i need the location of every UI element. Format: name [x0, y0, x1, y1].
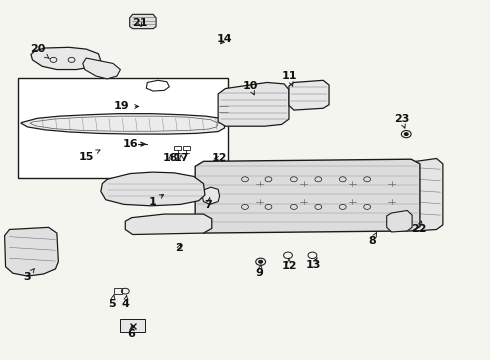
Text: 6: 6	[128, 326, 136, 339]
Polygon shape	[195, 159, 420, 233]
Polygon shape	[130, 14, 156, 29]
Text: 10: 10	[242, 81, 258, 95]
Polygon shape	[121, 319, 145, 332]
Text: 11: 11	[281, 71, 297, 86]
Polygon shape	[4, 227, 58, 276]
Text: 23: 23	[393, 114, 409, 128]
Polygon shape	[387, 211, 412, 232]
Polygon shape	[410, 158, 443, 231]
Text: 15: 15	[78, 150, 100, 162]
Polygon shape	[101, 172, 205, 206]
Text: 14: 14	[217, 35, 232, 44]
Text: 1: 1	[148, 194, 164, 207]
Circle shape	[259, 260, 263, 263]
Text: 20: 20	[30, 44, 49, 59]
Polygon shape	[21, 114, 224, 134]
Text: 8: 8	[368, 233, 376, 246]
Text: 17: 17	[174, 153, 189, 163]
Polygon shape	[289, 80, 329, 110]
Text: 7: 7	[204, 197, 212, 210]
Polygon shape	[83, 58, 121, 79]
Polygon shape	[218, 82, 289, 126]
Text: 13: 13	[306, 257, 321, 270]
Text: 9: 9	[256, 265, 264, 278]
Polygon shape	[31, 47, 101, 69]
Text: 22: 22	[411, 221, 426, 234]
Polygon shape	[125, 214, 212, 234]
Text: 21: 21	[132, 18, 147, 28]
Text: 3: 3	[24, 269, 34, 282]
Text: 4: 4	[122, 296, 129, 309]
Text: 12: 12	[281, 258, 297, 271]
Bar	[18, 78, 228, 178]
Text: 2: 2	[175, 243, 183, 253]
Polygon shape	[202, 187, 220, 204]
Text: 19: 19	[114, 102, 139, 112]
Text: 5: 5	[108, 295, 116, 309]
Text: 18: 18	[163, 153, 178, 163]
Circle shape	[404, 133, 408, 135]
Text: 12: 12	[212, 153, 227, 163]
Text: 16: 16	[122, 139, 146, 149]
